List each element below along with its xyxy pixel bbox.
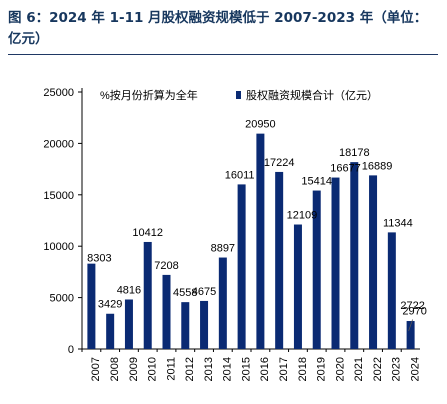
bar <box>237 184 246 349</box>
data-label: 15414 <box>301 176 332 188</box>
bar <box>331 177 340 349</box>
bars <box>87 133 415 349</box>
bar <box>256 133 265 349</box>
x-tick-label: 2016 <box>259 357 271 381</box>
x-tick-label: 2010 <box>147 357 159 381</box>
figure-title: 图 6：2024 年 1-11 月股权融资规模低于 2007-2023 年（单位… <box>8 10 428 47</box>
data-label: 3429 <box>98 299 122 311</box>
data-label: 11344 <box>383 217 413 229</box>
legend-annualized-label: %按月份折算为全年 <box>100 88 198 102</box>
annualized-label: 2970 <box>402 305 426 317</box>
x-tick-label: 2014 <box>222 357 234 381</box>
bar <box>218 257 227 349</box>
x-tick-label: 2015 <box>240 357 252 381</box>
data-label: 17224 <box>264 157 295 169</box>
x-tick-label: 2023 <box>391 357 403 381</box>
x-tick-label: 2007 <box>90 357 102 381</box>
bar <box>275 171 284 349</box>
bar <box>124 299 133 349</box>
bar <box>87 263 96 349</box>
data-label: 4675 <box>192 286 216 298</box>
y-tick-label: 5000 <box>50 293 74 305</box>
x-tick-label: 2020 <box>334 357 346 381</box>
y-tick-label: 25000 <box>43 87 74 99</box>
data-label: 16011 <box>225 169 255 181</box>
x-axis: 2007 2008 2009 2010 2011 2012 2013 2014 2015 2016… <box>81 348 421 381</box>
x-tick-label: 2011 <box>165 357 177 381</box>
data-label: 12109 <box>287 210 318 222</box>
bar <box>350 162 359 349</box>
x-tick-label: 2012 <box>184 357 196 381</box>
x-tick-label: 2013 <box>203 357 215 381</box>
data-label: 7208 <box>154 260 178 272</box>
y-tick-label: 20000 <box>43 138 74 150</box>
y-tick-label: 15000 <box>43 190 74 202</box>
x-tick-label: 2009 <box>128 357 140 381</box>
bar <box>312 190 321 349</box>
bar <box>200 300 209 349</box>
data-label: 16889 <box>362 160 393 172</box>
y-axis: 0 5000 10000 15000 20000 25000 <box>43 87 83 356</box>
bar <box>369 175 378 349</box>
data-label: 16677 <box>330 163 361 175</box>
title-divider <box>8 54 438 55</box>
x-tick-label: 2022 <box>372 357 384 381</box>
bar <box>387 232 396 349</box>
bar <box>181 302 190 349</box>
x-tick-label: 2024 <box>409 357 421 381</box>
y-tick-label: 0 <box>68 344 74 356</box>
data-label: 8303 <box>87 253 111 265</box>
x-tick-label: 2019 <box>316 357 328 381</box>
y-tick-label: 10000 <box>43 241 74 253</box>
data-label: 18178 <box>339 147 370 159</box>
data-label: 20950 <box>245 119 276 131</box>
bar <box>106 313 115 349</box>
data-label: 4558 <box>173 287 197 299</box>
x-tick-label: 2021 <box>353 357 365 381</box>
x-tick-label: 2008 <box>109 357 121 381</box>
data-label: 4816 <box>117 284 141 296</box>
legend-swatch <box>236 91 241 99</box>
legend-series-label: 股权融资规模合计（亿元） <box>246 88 378 102</box>
data-label: 10412 <box>132 227 163 239</box>
bar <box>162 274 171 349</box>
data-label: 2722 <box>400 300 424 312</box>
x-tick-label: 2017 <box>278 357 290 381</box>
x-tick-label: 2018 <box>297 357 309 381</box>
bar <box>406 321 415 349</box>
legend: %按月份折算为全年 股权融资规模合计（亿元） <box>100 88 378 102</box>
data-label: 8897 <box>211 243 235 255</box>
bar <box>143 241 152 349</box>
annualized-leader-line <box>408 319 413 332</box>
bar <box>293 224 302 349</box>
